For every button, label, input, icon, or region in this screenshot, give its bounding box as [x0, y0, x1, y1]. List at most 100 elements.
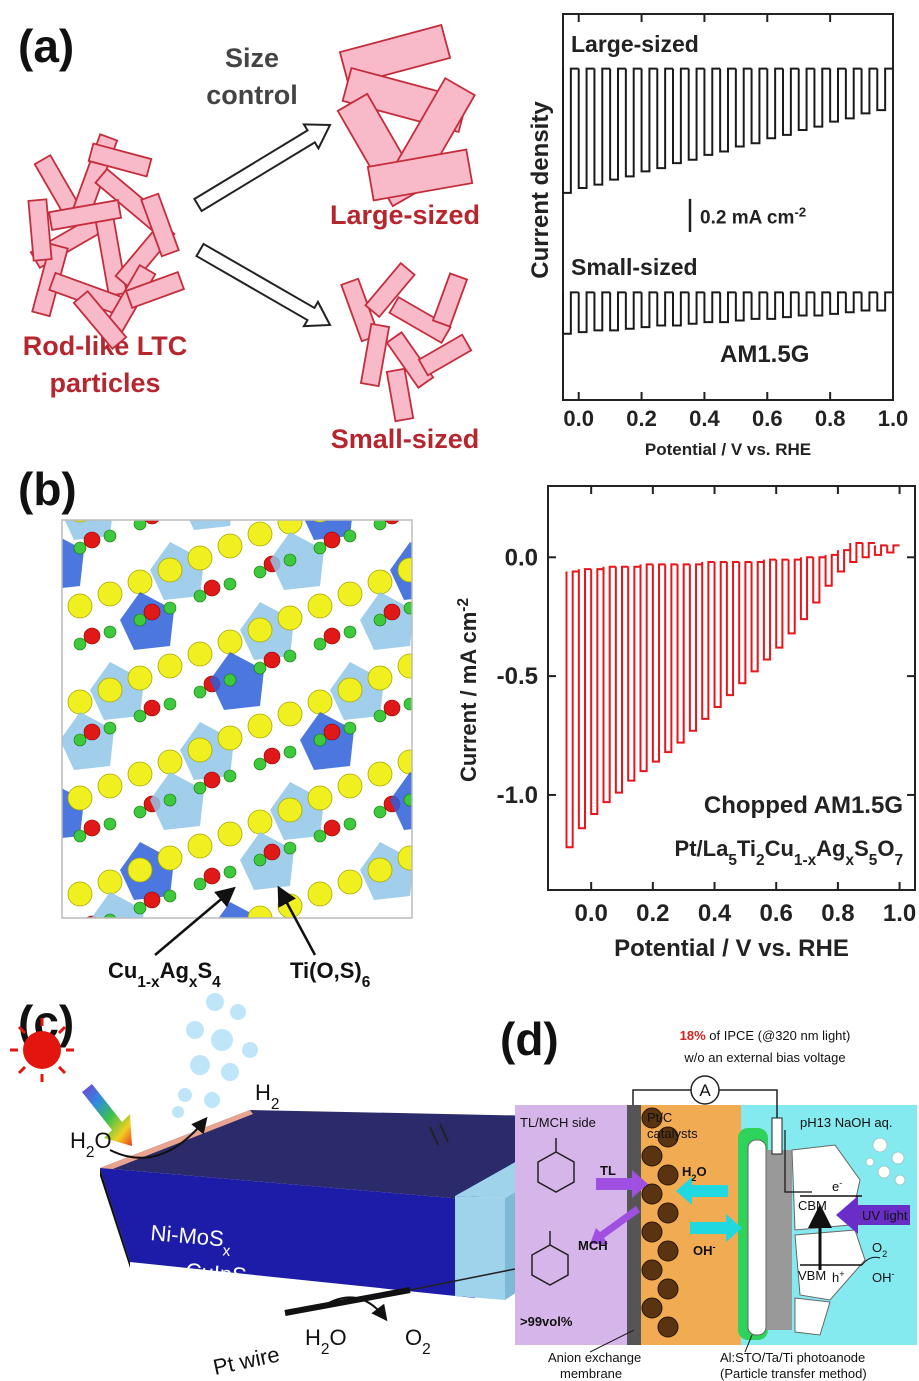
plot-frame: [562, 13, 894, 401]
selectivity: >99vol%: [520, 1314, 573, 1329]
y-tick-label: -0.5: [497, 663, 538, 690]
catalyst-label: Pt/C: [647, 1110, 672, 1125]
atom: [428, 834, 452, 858]
atom: [383, 603, 401, 621]
electron-path: [784, 1130, 812, 1193]
label-part: x: [189, 974, 198, 991]
atom: [103, 817, 117, 831]
arrow: [277, 885, 317, 956]
polyhedron: [270, 532, 324, 590]
rod: [366, 148, 474, 202]
atom: [337, 677, 363, 703]
atom: [44, 746, 56, 758]
atom: [254, 374, 266, 386]
arrow: [154, 886, 236, 956]
atom: [97, 869, 123, 895]
ammeter-label: A: [699, 1081, 711, 1100]
atom: [133, 805, 147, 819]
atom: [143, 891, 161, 909]
membrane-layer: [627, 1105, 641, 1345]
atom: [218, 438, 242, 462]
atom: [384, 520, 400, 525]
atom: [203, 771, 221, 789]
catalyst-ball: [641, 1221, 663, 1243]
atom: [226, 917, 234, 918]
unit-cell: [61, 519, 413, 919]
atom: [74, 926, 86, 938]
rod: [72, 289, 128, 351]
atom: [97, 677, 123, 703]
atom: [444, 388, 460, 404]
catalyst-ball: [657, 1278, 679, 1300]
atom: [157, 749, 183, 775]
annotation: Pt/La5Ti2Cu1-xAgxS5O7: [675, 836, 903, 869]
atom: [367, 665, 393, 691]
atom: [253, 565, 267, 579]
chop-cycle: [762, 558, 777, 661]
series-label: Large-sized: [571, 31, 699, 57]
chop-cycle: [614, 565, 629, 794]
label-part: 2: [86, 1144, 95, 1161]
atom: [104, 913, 116, 918]
label-part: H: [70, 1128, 86, 1153]
uv-arrow: [836, 1196, 910, 1234]
label-part: -: [839, 1178, 842, 1188]
y-axis-label: Current / mA cm-2: [455, 598, 482, 782]
atom: [264, 460, 280, 476]
species-label: H2O: [682, 1164, 707, 1183]
chop-cycle: [812, 556, 826, 604]
atom: [264, 364, 280, 380]
plot-frame: [547, 485, 916, 891]
atom: [223, 865, 237, 879]
diagram-label: control: [206, 80, 298, 110]
label-part: Ag: [816, 836, 845, 861]
atom: [277, 520, 303, 535]
chop-cycle: [860, 291, 878, 312]
label-part: 2: [756, 852, 765, 869]
chop-cycle: [676, 563, 690, 744]
chop-cycle: [750, 67, 768, 145]
absorber-front: [100, 1168, 475, 1298]
atom: [104, 434, 116, 446]
label-part: Cu: [765, 836, 794, 861]
chop-cycle: [861, 542, 875, 559]
chop-cycle: [734, 291, 752, 322]
atom: [163, 889, 177, 903]
reaction-arrow: [861, 1256, 881, 1266]
mch-arrow: [590, 1206, 640, 1244]
catalyst-ball: [641, 1259, 663, 1281]
label-part: OH: [872, 1270, 892, 1285]
atom: [217, 629, 243, 655]
label-part: 2: [691, 1173, 696, 1183]
chop-cycle: [565, 570, 579, 849]
atom: [434, 782, 446, 794]
chop-cycle: [609, 291, 626, 332]
atom: [373, 805, 387, 819]
chop-cycle: [829, 291, 846, 315]
atom: [133, 709, 147, 723]
atom: [434, 590, 446, 602]
atom: [323, 627, 341, 645]
label-part: O: [329, 1325, 346, 1350]
atom: [224, 386, 236, 398]
chop-cycle: [824, 553, 838, 587]
light-arrow: [82, 1084, 132, 1146]
label-part: -: [713, 1242, 716, 1252]
chop-cycle: [562, 291, 579, 335]
tl-arrow: [596, 1170, 648, 1198]
polyhedron: [64, 520, 112, 540]
x-tick-label: 0.0: [574, 900, 607, 927]
atom: [164, 410, 176, 422]
atom: [73, 541, 87, 555]
rod: [431, 272, 469, 328]
atom: [284, 458, 296, 470]
chop-cycle: [734, 67, 752, 148]
species-label: OH-: [872, 1269, 895, 1285]
label-part: Ti: [737, 836, 756, 861]
chop-cycle: [750, 561, 764, 673]
species-label: H2O: [70, 1128, 112, 1161]
atom: [428, 738, 452, 762]
ipce-note: 18% of IPCE (@320 nm light): [680, 1028, 851, 1043]
atom: [368, 474, 392, 498]
capacitor: [439, 1123, 449, 1143]
